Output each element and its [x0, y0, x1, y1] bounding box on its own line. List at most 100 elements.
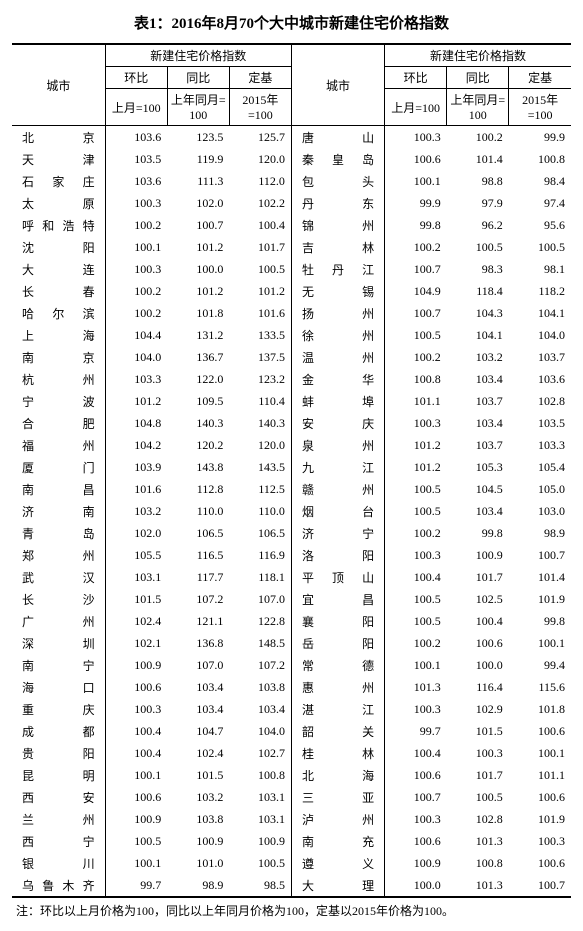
yoy-right: 100.6 [447, 632, 509, 654]
col-yoy-l: 同比 [167, 67, 229, 89]
base-left: 107.2 [229, 654, 291, 676]
yoy-right: 103.4 [447, 412, 509, 434]
mom-right: 100.7 [385, 258, 447, 280]
yoy-left: 104.7 [167, 720, 229, 742]
yoy-right: 100.3 [447, 742, 509, 764]
yoy-left: 117.7 [167, 566, 229, 588]
base-right: 103.6 [509, 368, 571, 390]
city-cell-left: 西 安 [12, 786, 105, 808]
table-title: 表1：2016年8月70个大中城市新建住宅价格指数 [12, 12, 571, 33]
base-left: 125.7 [229, 126, 291, 149]
base-right: 118.2 [509, 280, 571, 302]
city-cell-left: 郑 州 [12, 544, 105, 566]
yoy-right: 101.3 [447, 874, 509, 897]
base-right: 104.0 [509, 324, 571, 346]
mom-right: 101.2 [385, 434, 447, 456]
city-cell-right: 襄 阳 [291, 610, 384, 632]
yoy-right: 102.9 [447, 698, 509, 720]
base-right: 103.0 [509, 500, 571, 522]
mom-left: 101.2 [105, 390, 167, 412]
city-cell-right: 宜 昌 [291, 588, 384, 610]
base-right: 115.6 [509, 676, 571, 698]
col-mom-l: 环比 [105, 67, 167, 89]
mom-left: 100.1 [105, 852, 167, 874]
city-cell-left: 大 连 [12, 258, 105, 280]
city-cell-left: 西 宁 [12, 830, 105, 852]
city-cell-right: 包 头 [291, 170, 384, 192]
city-cell-left: 合 肥 [12, 412, 105, 434]
city-cell-right: 秦 皇 岛 [291, 148, 384, 170]
yoy-left: 143.8 [167, 456, 229, 478]
yoy-right: 118.4 [447, 280, 509, 302]
mom-right: 100.5 [385, 500, 447, 522]
mom-right: 100.6 [385, 148, 447, 170]
mom-right: 100.6 [385, 830, 447, 852]
mom-left: 104.4 [105, 324, 167, 346]
yoy-right: 101.7 [447, 764, 509, 786]
mom-right: 100.3 [385, 126, 447, 149]
mom-right: 104.9 [385, 280, 447, 302]
mom-left: 100.1 [105, 236, 167, 258]
city-cell-left: 贵 阳 [12, 742, 105, 764]
yoy-left: 136.7 [167, 346, 229, 368]
mom-right: 101.1 [385, 390, 447, 412]
city-cell-right: 韶 关 [291, 720, 384, 742]
col-base-r: 定基 [509, 67, 571, 89]
mom-left: 100.6 [105, 676, 167, 698]
base-left: 103.8 [229, 676, 291, 698]
mom-left: 100.2 [105, 280, 167, 302]
city-cell-right: 北 海 [291, 764, 384, 786]
yoy-right: 101.4 [447, 148, 509, 170]
mom-right: 100.2 [385, 236, 447, 258]
col-base-sub-r: 2015年 =100 [509, 89, 571, 126]
yoy-left: 100.0 [167, 258, 229, 280]
col-city-right: 城市 [291, 44, 384, 126]
base-right: 104.1 [509, 302, 571, 324]
mom-right: 100.1 [385, 654, 447, 676]
mom-left: 103.2 [105, 500, 167, 522]
yoy-right: 104.1 [447, 324, 509, 346]
yoy-left: 102.0 [167, 192, 229, 214]
base-right: 102.8 [509, 390, 571, 412]
mom-right: 100.8 [385, 368, 447, 390]
city-cell-right: 常 德 [291, 654, 384, 676]
city-cell-left: 广 州 [12, 610, 105, 632]
mom-left: 100.2 [105, 302, 167, 324]
base-right: 98.1 [509, 258, 571, 280]
mom-left: 102.0 [105, 522, 167, 544]
city-cell-right: 洛 阳 [291, 544, 384, 566]
city-cell-right: 扬 州 [291, 302, 384, 324]
yoy-right: 101.7 [447, 566, 509, 588]
yoy-right: 101.3 [447, 830, 509, 852]
yoy-right: 98.8 [447, 170, 509, 192]
mom-left: 104.8 [105, 412, 167, 434]
city-cell-left: 深 圳 [12, 632, 105, 654]
base-right: 95.6 [509, 214, 571, 236]
city-cell-right: 三 亚 [291, 786, 384, 808]
base-left: 100.5 [229, 852, 291, 874]
mom-left: 103.6 [105, 126, 167, 149]
mom-right: 100.3 [385, 412, 447, 434]
mom-left: 101.5 [105, 588, 167, 610]
mom-left: 104.0 [105, 346, 167, 368]
base-left: 103.1 [229, 786, 291, 808]
yoy-right: 103.7 [447, 390, 509, 412]
city-cell-left: 太 原 [12, 192, 105, 214]
base-right: 100.7 [509, 874, 571, 897]
city-cell-right: 安 庆 [291, 412, 384, 434]
yoy-left: 101.2 [167, 280, 229, 302]
yoy-right: 100.5 [447, 786, 509, 808]
base-left: 103.4 [229, 698, 291, 720]
city-cell-right: 岳 阳 [291, 632, 384, 654]
base-right: 98.4 [509, 170, 571, 192]
base-right: 100.3 [509, 830, 571, 852]
base-right: 101.9 [509, 588, 571, 610]
base-left: 118.1 [229, 566, 291, 588]
base-right: 103.7 [509, 346, 571, 368]
yoy-right: 101.5 [447, 720, 509, 742]
city-cell-left: 海 口 [12, 676, 105, 698]
city-cell-left: 长 春 [12, 280, 105, 302]
city-cell-left: 南 昌 [12, 478, 105, 500]
base-right: 103.5 [509, 412, 571, 434]
city-cell-left: 沈 阳 [12, 236, 105, 258]
